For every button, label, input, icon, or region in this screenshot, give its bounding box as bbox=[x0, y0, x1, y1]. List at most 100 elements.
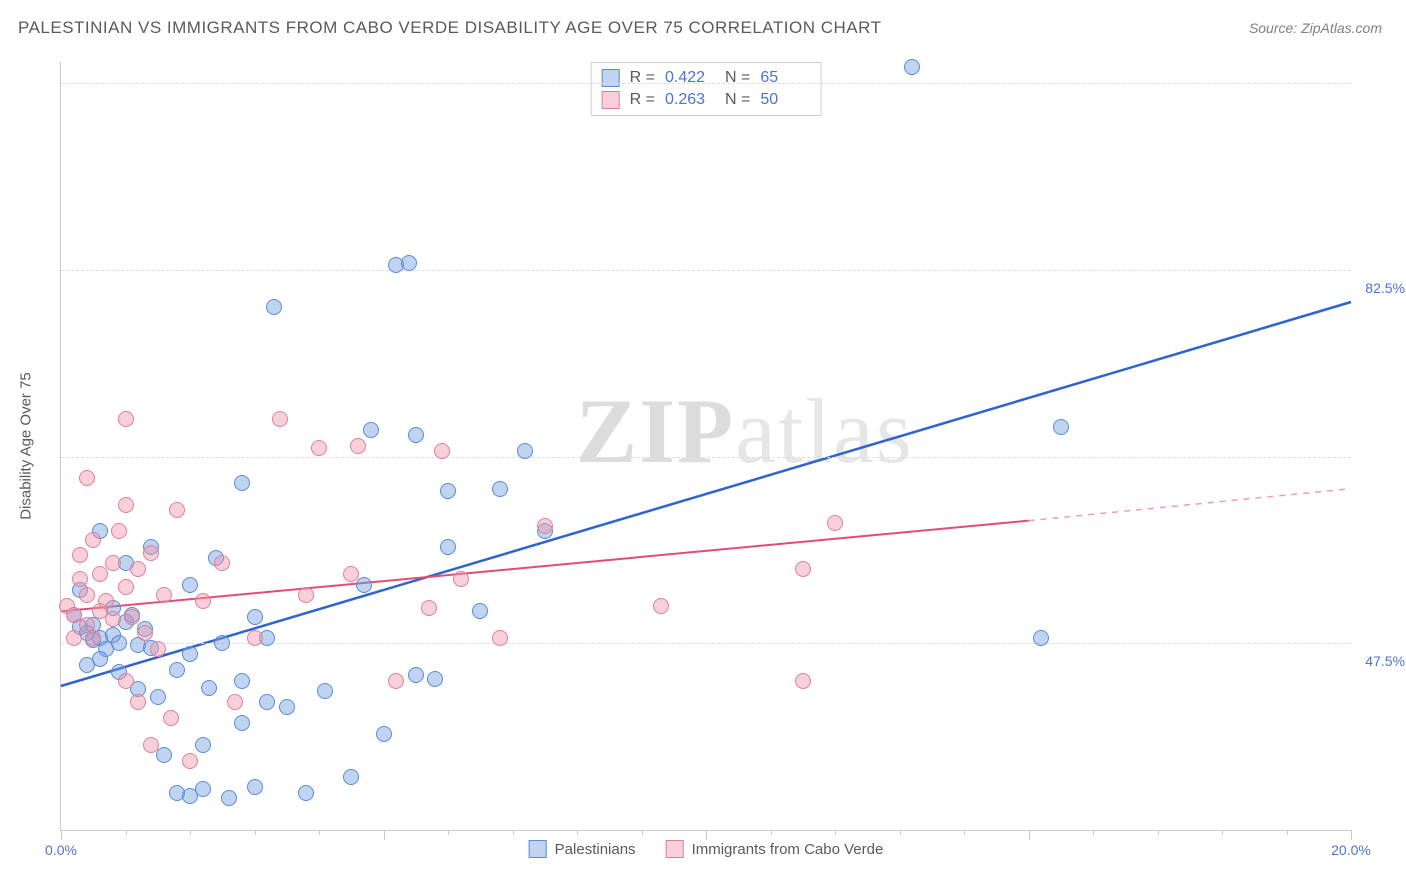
legend-label-a: Palestinians bbox=[555, 841, 636, 858]
data-point-series-a bbox=[195, 737, 211, 753]
data-point-series-b bbox=[72, 547, 88, 563]
x-tick bbox=[771, 830, 772, 835]
x-tick bbox=[900, 830, 901, 835]
x-tick bbox=[1351, 830, 1352, 840]
x-tick bbox=[384, 830, 385, 840]
x-tick-label: 0.0% bbox=[45, 842, 77, 858]
x-tick bbox=[61, 830, 62, 840]
data-point-series-a bbox=[259, 694, 275, 710]
data-point-series-b bbox=[827, 515, 843, 531]
x-tick-label: 20.0% bbox=[1331, 842, 1371, 858]
data-point-series-b bbox=[85, 532, 101, 548]
data-point-series-a bbox=[214, 635, 230, 651]
x-tick bbox=[1287, 830, 1288, 835]
data-point-series-b bbox=[272, 411, 288, 427]
x-tick bbox=[577, 830, 578, 835]
data-point-series-b bbox=[130, 694, 146, 710]
plot-area: ZIPatlas R = 0.422 N = 65 R = 0.263 N = … bbox=[60, 62, 1351, 831]
trendline-series-b-dashed bbox=[1029, 489, 1352, 521]
data-point-series-a bbox=[298, 785, 314, 801]
legend-swatch-a bbox=[529, 840, 547, 858]
legend-label-b: Immigrants from Cabo Verde bbox=[692, 841, 884, 858]
data-point-series-a bbox=[343, 769, 359, 785]
data-point-series-b bbox=[92, 566, 108, 582]
data-point-series-b bbox=[118, 673, 134, 689]
data-point-series-a bbox=[195, 781, 211, 797]
legend-item-b: Immigrants from Cabo Verde bbox=[666, 840, 884, 858]
data-point-series-b bbox=[130, 561, 146, 577]
data-point-series-b bbox=[350, 438, 366, 454]
data-point-series-b bbox=[143, 545, 159, 561]
y-tick-label: 82.5% bbox=[1355, 280, 1405, 296]
gridline-h bbox=[61, 83, 1351, 84]
data-point-series-a bbox=[356, 577, 372, 593]
data-point-series-a bbox=[440, 539, 456, 555]
data-point-series-b bbox=[143, 737, 159, 753]
data-point-series-a bbox=[1053, 419, 1069, 435]
data-point-series-a bbox=[234, 715, 250, 731]
data-point-series-a bbox=[1033, 630, 1049, 646]
data-point-series-b bbox=[195, 593, 211, 609]
x-tick bbox=[190, 830, 191, 835]
gridline-h bbox=[61, 457, 1351, 458]
data-point-series-a bbox=[182, 577, 198, 593]
data-point-series-a bbox=[408, 427, 424, 443]
data-point-series-b bbox=[343, 566, 359, 582]
data-point-series-a bbox=[279, 699, 295, 715]
bottom-legend: Palestinians Immigrants from Cabo Verde bbox=[529, 840, 884, 858]
data-point-series-a bbox=[221, 790, 237, 806]
y-tick-label: 47.5% bbox=[1355, 653, 1405, 669]
x-tick bbox=[1029, 830, 1030, 840]
data-point-series-b bbox=[111, 523, 127, 539]
x-tick bbox=[1222, 830, 1223, 835]
x-tick bbox=[964, 830, 965, 835]
data-point-series-a bbox=[401, 255, 417, 271]
r-value-b: 0.263 bbox=[665, 91, 715, 109]
x-tick bbox=[448, 830, 449, 835]
data-point-series-b bbox=[298, 587, 314, 603]
data-point-series-b bbox=[66, 630, 82, 646]
legend-item-a: Palestinians bbox=[529, 840, 636, 858]
source-attribution: Source: ZipAtlas.com bbox=[1249, 20, 1382, 36]
x-tick bbox=[1158, 830, 1159, 835]
data-point-series-a bbox=[247, 609, 263, 625]
data-point-series-b bbox=[795, 673, 811, 689]
data-point-series-b bbox=[85, 630, 101, 646]
data-point-series-b bbox=[72, 571, 88, 587]
data-point-series-a bbox=[150, 689, 166, 705]
data-point-series-a bbox=[517, 443, 533, 459]
legend-swatch-b bbox=[666, 840, 684, 858]
data-point-series-b bbox=[227, 694, 243, 710]
data-point-series-b bbox=[434, 443, 450, 459]
n-value-b: 50 bbox=[760, 91, 810, 109]
data-point-series-a bbox=[169, 662, 185, 678]
data-point-series-a bbox=[317, 683, 333, 699]
data-point-series-a bbox=[376, 726, 392, 742]
data-point-series-b bbox=[169, 502, 185, 518]
x-tick bbox=[319, 830, 320, 835]
data-point-series-a bbox=[408, 667, 424, 683]
data-point-series-b bbox=[311, 440, 327, 456]
r-label-b: R = bbox=[630, 91, 655, 109]
x-tick bbox=[835, 830, 836, 835]
data-point-series-a bbox=[492, 481, 508, 497]
data-point-series-b bbox=[105, 555, 121, 571]
data-point-series-a bbox=[156, 747, 172, 763]
data-point-series-b bbox=[124, 609, 140, 625]
data-point-series-b bbox=[79, 587, 95, 603]
x-tick bbox=[126, 830, 127, 835]
n-label-b: N = bbox=[725, 91, 750, 109]
data-point-series-a bbox=[247, 779, 263, 795]
data-point-series-b bbox=[105, 611, 121, 627]
data-point-series-b bbox=[214, 555, 230, 571]
x-tick bbox=[513, 830, 514, 835]
chart-title: PALESTINIAN VS IMMIGRANTS FROM CABO VERD… bbox=[18, 18, 881, 38]
correlation-stats-box: R = 0.422 N = 65 R = 0.263 N = 50 bbox=[591, 62, 822, 116]
x-tick bbox=[255, 830, 256, 835]
stats-row-series-a: R = 0.422 N = 65 bbox=[602, 67, 811, 89]
data-point-series-b bbox=[247, 630, 263, 646]
data-point-series-a bbox=[234, 673, 250, 689]
data-point-series-a bbox=[182, 646, 198, 662]
data-point-series-b bbox=[453, 571, 469, 587]
data-point-series-a bbox=[266, 299, 282, 315]
